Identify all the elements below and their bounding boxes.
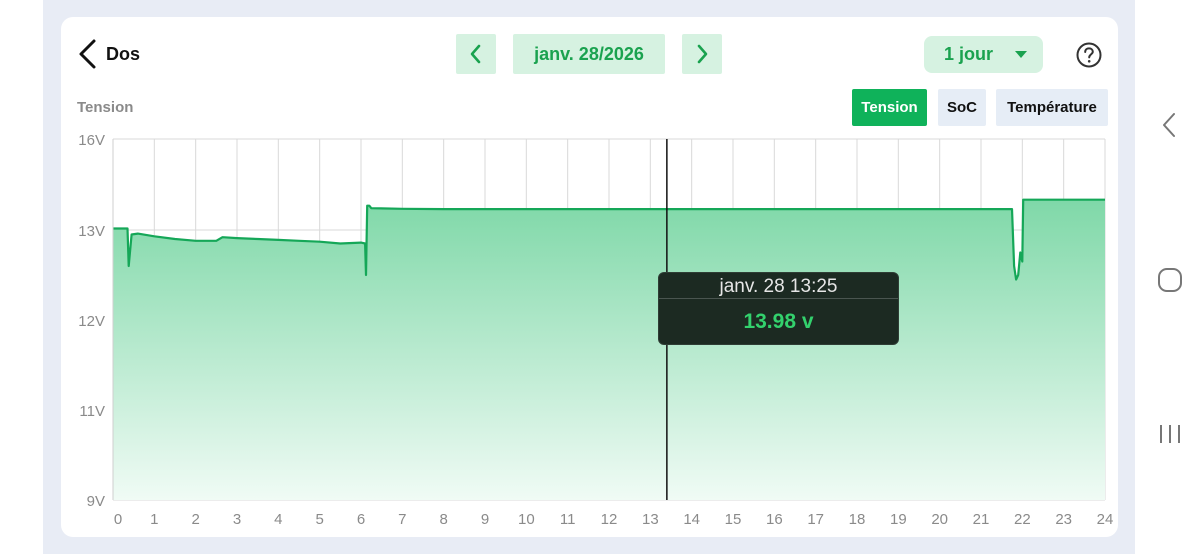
- x-tick-label: 11: [560, 511, 576, 528]
- range-label: 1 jour: [944, 44, 994, 64]
- x-tick-label: 23: [1055, 511, 1072, 528]
- tooltip-divider: [659, 298, 898, 299]
- chevron-right-icon: [697, 44, 708, 64]
- x-tick-label: 5: [315, 511, 323, 528]
- chevron-left-icon: [470, 44, 481, 64]
- x-tick-label: 3: [233, 511, 241, 528]
- x-tick-label: 0: [114, 511, 122, 528]
- x-tick-label: 4: [274, 511, 282, 528]
- tab-tension[interactable]: Tension: [852, 89, 927, 126]
- x-tick-label: 24: [1097, 511, 1114, 528]
- previous-day-button[interactable]: [456, 34, 496, 74]
- system-navigation-bar: [1135, 0, 1200, 554]
- x-tick-label: 17: [807, 511, 824, 528]
- x-tick-label: 20: [931, 511, 948, 528]
- x-tick-label: 2: [191, 511, 199, 528]
- system-back-icon[interactable]: [1159, 112, 1179, 138]
- range-dropdown[interactable]: 1 jour: [924, 36, 1043, 73]
- x-tick-label: 15: [725, 511, 742, 528]
- y-tick-label: 11V: [79, 403, 105, 420]
- section-label: Tension: [77, 99, 134, 116]
- x-tick-label: 16: [766, 511, 783, 528]
- back-arrow-icon[interactable]: [76, 38, 100, 70]
- help-icon[interactable]: [1075, 41, 1103, 69]
- y-tick-label: 9V: [87, 493, 105, 510]
- x-tick-label: 6: [357, 511, 365, 528]
- x-tick-label: 12: [601, 511, 618, 528]
- y-tick-label: 13V: [78, 223, 105, 240]
- caret-down-icon: [1015, 51, 1027, 58]
- next-day-button[interactable]: [682, 34, 722, 74]
- chart-tooltip: janv. 28 13:25 13.98 v: [658, 272, 899, 345]
- tab-temperature[interactable]: Température: [996, 89, 1108, 126]
- x-tick-label: 7: [398, 511, 406, 528]
- date-display[interactable]: janv. 28/2026: [513, 34, 665, 74]
- x-tick-label: 9: [481, 511, 489, 528]
- x-tick-label: 10: [518, 511, 535, 528]
- x-tick-label: 8: [439, 511, 447, 528]
- x-tick-label: 19: [890, 511, 907, 528]
- x-tick-label: 18: [849, 511, 866, 528]
- system-home-icon[interactable]: [1157, 267, 1183, 293]
- tab-soc[interactable]: SoC: [938, 89, 986, 126]
- back-label[interactable]: Dos: [106, 44, 141, 64]
- x-tick-label: 22: [1014, 511, 1031, 528]
- voltage-series-line: [113, 198, 1105, 281]
- x-tick-label: 1: [150, 511, 158, 528]
- tooltip-value: 13.98 v: [743, 310, 814, 333]
- x-tick-label: 13: [642, 511, 659, 528]
- tooltip-time: janv. 28 13:25: [719, 276, 838, 297]
- x-tick-label: 21: [973, 511, 990, 528]
- y-tick-label: 12V: [78, 313, 105, 330]
- system-recents-icon[interactable]: [1157, 423, 1183, 445]
- voltage-area-fill: [113, 199, 1105, 500]
- y-tick-label: 16V: [78, 132, 105, 149]
- x-tick-label: 14: [683, 511, 700, 528]
